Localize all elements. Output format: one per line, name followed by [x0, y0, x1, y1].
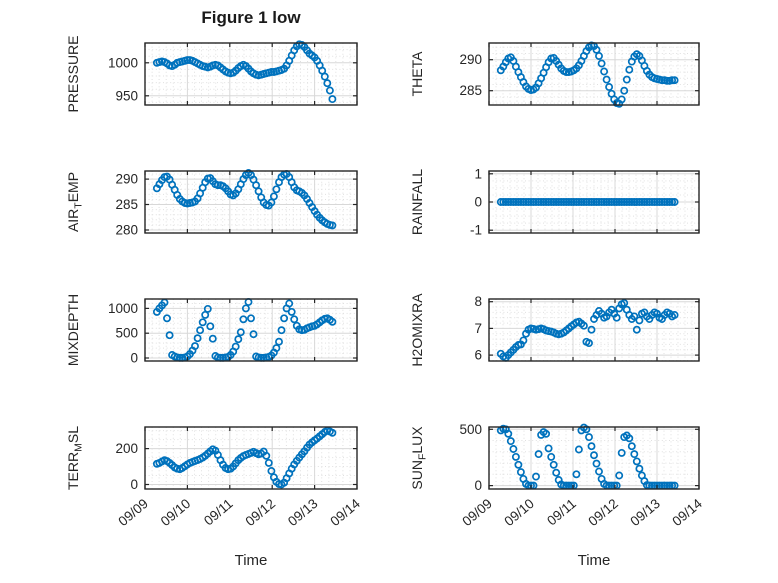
axes-box — [488, 42, 700, 106]
axes-box — [144, 42, 358, 106]
x-tick-label: 09/09 — [115, 496, 151, 529]
tick-marks — [488, 427, 700, 489]
y-tick-label: 500 — [115, 326, 138, 341]
x-tick-label: 09/13 — [285, 496, 321, 529]
x-tick-label: 09/10 — [501, 496, 537, 529]
minor-grid — [489, 171, 699, 233]
axes-box — [488, 426, 700, 490]
axes-box — [144, 298, 358, 362]
x-tick-label: 09/14 — [327, 496, 363, 530]
tick-marks — [144, 299, 358, 361]
x-tick-label: 09/14 — [669, 496, 705, 530]
y-tick-label: 1 — [474, 166, 482, 181]
y-tick-label: 0 — [474, 195, 482, 210]
y-axis-label: MIXDEPTH — [65, 294, 81, 366]
y-tick-label: 0 — [130, 477, 138, 492]
y-axis-label: TERRMSL — [65, 426, 85, 490]
tick-marks — [488, 299, 700, 361]
axes-box — [144, 170, 358, 234]
tick-marks — [144, 171, 358, 233]
x-axis-label: Time — [235, 552, 268, 569]
y-tick-label: 1000 — [108, 55, 138, 70]
x-axis-label: Time — [578, 552, 611, 569]
y-tick-label: 8 — [474, 294, 482, 309]
tick-marks — [488, 43, 700, 105]
figure-title: Figure 1 low — [201, 8, 301, 27]
y-axis-label: H2OMIXRA — [409, 293, 425, 367]
tick-marks — [488, 171, 700, 233]
y-tick-label: 6 — [474, 348, 482, 363]
series-markers — [496, 423, 679, 490]
y-tick-label: 0 — [474, 478, 482, 493]
y-tick-label: 290 — [115, 172, 138, 187]
y-tick-label: 0 — [130, 351, 138, 366]
y-tick-label: -1 — [470, 223, 482, 238]
y-tick-label: 7 — [474, 321, 482, 336]
y-tick-label: 280 — [115, 223, 138, 238]
y-tick-label: 285 — [459, 83, 482, 98]
y-tick-label: 950 — [115, 88, 138, 103]
series-markers — [496, 198, 679, 206]
y-tick-label: 285 — [115, 197, 138, 212]
x-tick-label: 09/09 — [459, 496, 495, 529]
tick-marks — [144, 427, 358, 489]
subplot-theta: 285 290 THETA — [409, 41, 700, 108]
tick-marks — [144, 43, 358, 105]
x-tick-label: 09/11 — [201, 496, 236, 529]
y-axis-label: PRESSURE — [65, 35, 81, 112]
x-tick-label: 09/12 — [243, 496, 279, 529]
series-markers — [152, 426, 337, 489]
y-axis-label: RAINFALL — [409, 169, 425, 235]
subplot-h2omixra: 6 7 8 H2OMIXRA — [409, 293, 700, 367]
axes-box — [144, 426, 358, 490]
y-axis-label: AIRTEMP — [65, 172, 85, 232]
subplot-air_temp: 280 285 290 AIRTEMP — [65, 169, 358, 238]
subplot-pressure: 950 1000 PRESSURE — [65, 35, 358, 113]
subplot-mixdepth: 0 500 1000 MIXDEPTH — [65, 294, 358, 366]
x-tick-label: 09/12 — [585, 496, 621, 529]
x-tick-label: 09/13 — [627, 496, 663, 529]
y-tick-label: 290 — [459, 52, 482, 67]
x-tick-label: 09/11 — [544, 496, 579, 529]
y-axis-label: THETA — [409, 51, 425, 97]
y-tick-label: 500 — [459, 422, 482, 437]
series-markers — [152, 40, 337, 104]
x-tick-label: 09/10 — [158, 496, 194, 529]
major-grid — [145, 427, 357, 489]
subplot-rainfall: -1 0 1 RAINFALL — [409, 166, 700, 238]
y-tick-label: 1000 — [108, 301, 138, 316]
series-markers — [496, 41, 679, 108]
major-grid — [145, 299, 357, 361]
series-markers — [152, 169, 337, 230]
y-tick-label: 200 — [115, 441, 138, 456]
subplot-sun_flux: 0 500 SUNFLUX 09/09 09/10 09/11 09/12 09/13 09/1… — [409, 422, 705, 569]
series-markers — [496, 299, 679, 362]
subplot-terr_msl: 0 200 TERRMSL 09/09 09/10 09/11 09/12 09/13 09/1… — [65, 426, 363, 569]
axes-box — [488, 298, 700, 362]
series-markers — [152, 298, 337, 362]
y-axis-label: SUNFLUX — [409, 426, 429, 490]
